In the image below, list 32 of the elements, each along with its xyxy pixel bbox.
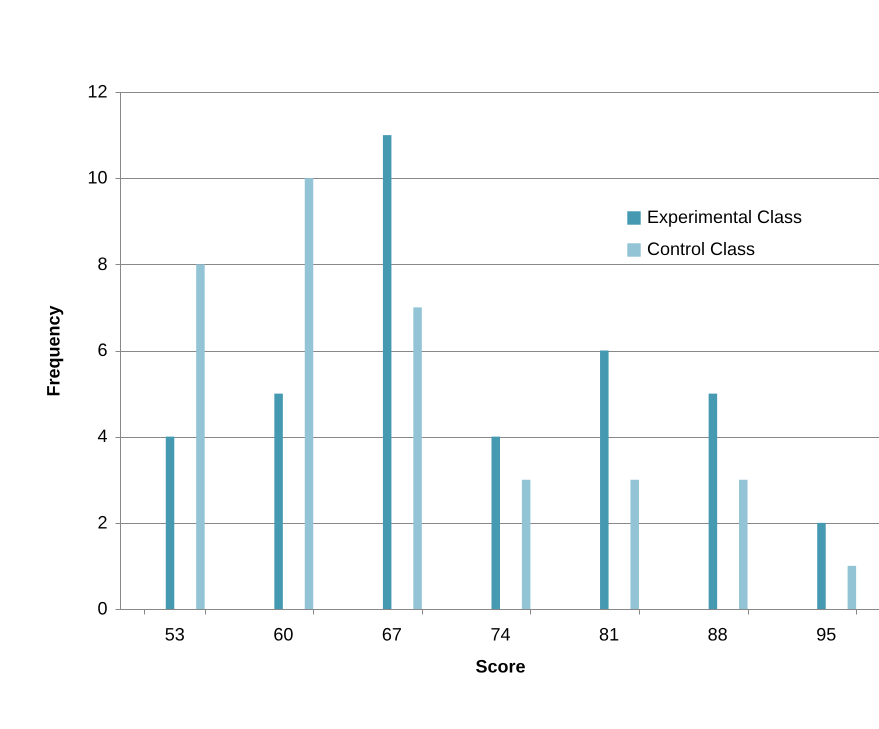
x-tick-label: 74 xyxy=(490,624,511,644)
bar xyxy=(522,480,530,609)
y-tick-label: 4 xyxy=(97,426,108,446)
x-tick-label: 60 xyxy=(273,624,294,644)
bar xyxy=(382,135,392,609)
y-tick-label: 10 xyxy=(87,168,108,188)
y-axis-title: Frequency xyxy=(43,305,64,397)
y-tick-label: 0 xyxy=(97,598,108,618)
bar xyxy=(630,480,639,609)
x-tick-label: 81 xyxy=(599,624,620,644)
y-tick-label: 2 xyxy=(97,512,108,532)
x-tick-label: 95 xyxy=(816,624,836,644)
legend-label: Experimental Class xyxy=(647,207,802,227)
bar xyxy=(304,178,314,609)
bar xyxy=(600,350,609,609)
x-tick-label: 88 xyxy=(708,624,728,644)
bar xyxy=(274,394,283,609)
bar xyxy=(196,264,205,609)
bar xyxy=(166,436,174,609)
y-tick-label: 6 xyxy=(97,340,108,360)
y-tick-label: 8 xyxy=(97,254,108,274)
x-tick-label: 67 xyxy=(382,624,402,644)
bar xyxy=(708,394,718,609)
legend-label: Control Class xyxy=(647,239,756,259)
bar xyxy=(739,480,748,609)
y-tick-label: 12 xyxy=(87,82,108,102)
x-tick-label: 53 xyxy=(164,624,185,644)
bar xyxy=(817,522,826,609)
x-axis-title: Score xyxy=(475,656,526,676)
bar xyxy=(848,566,856,609)
bar xyxy=(491,436,500,609)
bar xyxy=(413,307,422,609)
